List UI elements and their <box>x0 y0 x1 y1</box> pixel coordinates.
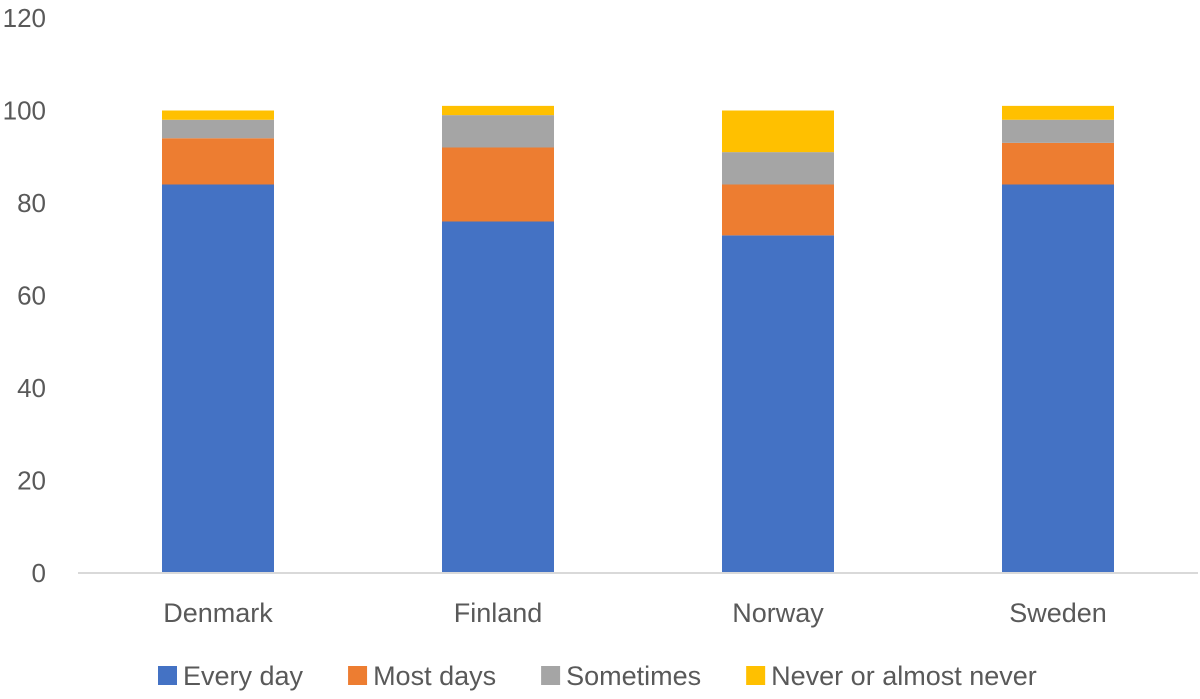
y-tick-label: 0 <box>32 558 46 588</box>
x-tick-label: Sweden <box>1009 598 1107 628</box>
bar-segment-denmark-sometimes <box>162 119 274 139</box>
y-tick-label: 100 <box>3 96 46 126</box>
bar-segment-finland-sometimes <box>442 115 554 148</box>
legend-swatch <box>158 666 177 685</box>
bar-segment-norway-sometimes <box>722 152 834 185</box>
bar-segment-finland-every-day <box>442 221 554 573</box>
legend-label: Most days <box>373 661 496 691</box>
y-tick-label: 20 <box>17 466 46 496</box>
bar-segment-denmark-every-day <box>162 184 274 573</box>
legend: Every day Most days Sometimes Never or almo… <box>158 661 1037 691</box>
bar-segment-sweden-every-day <box>1002 184 1114 573</box>
legend-label: Sometimes <box>566 661 701 691</box>
bars <box>162 105 1114 573</box>
legend-swatch <box>348 666 368 685</box>
y-tick-label: 120 <box>3 3 46 33</box>
bar-segment-finland-never-or-almost-never <box>442 105 554 116</box>
legend-swatch <box>746 666 766 685</box>
x-tick-label: Denmark <box>163 598 273 628</box>
x-axis: Denmark Finland Norway Sweden <box>163 598 1107 628</box>
x-tick-label: Norway <box>732 598 824 628</box>
bar-segment-sweden-sometimes <box>1002 119 1114 143</box>
legend-label: Never or almost never <box>771 661 1037 691</box>
bar-segment-sweden-most-days <box>1002 142 1114 185</box>
legend-label: Every day <box>183 661 304 691</box>
legend-swatch <box>541 666 561 685</box>
bar-segment-finland-most-days <box>442 147 554 222</box>
bar-segment-denmark-never-or-almost-never <box>162 110 274 120</box>
x-tick-label: Finland <box>454 598 543 628</box>
bar-segment-sweden-never-or-almost-never <box>1002 105 1114 120</box>
bar-segment-denmark-most-days <box>162 138 274 185</box>
y-tick-label: 60 <box>17 281 46 311</box>
y-axis: 0 20 40 60 80 100 120 <box>3 3 46 588</box>
bar-segment-norway-most-days <box>722 184 834 236</box>
bar-segment-norway-never-or-almost-never <box>722 110 834 153</box>
bar-segment-norway-every-day <box>722 235 834 573</box>
y-tick-label: 40 <box>17 373 46 403</box>
y-tick-label: 80 <box>17 188 46 218</box>
